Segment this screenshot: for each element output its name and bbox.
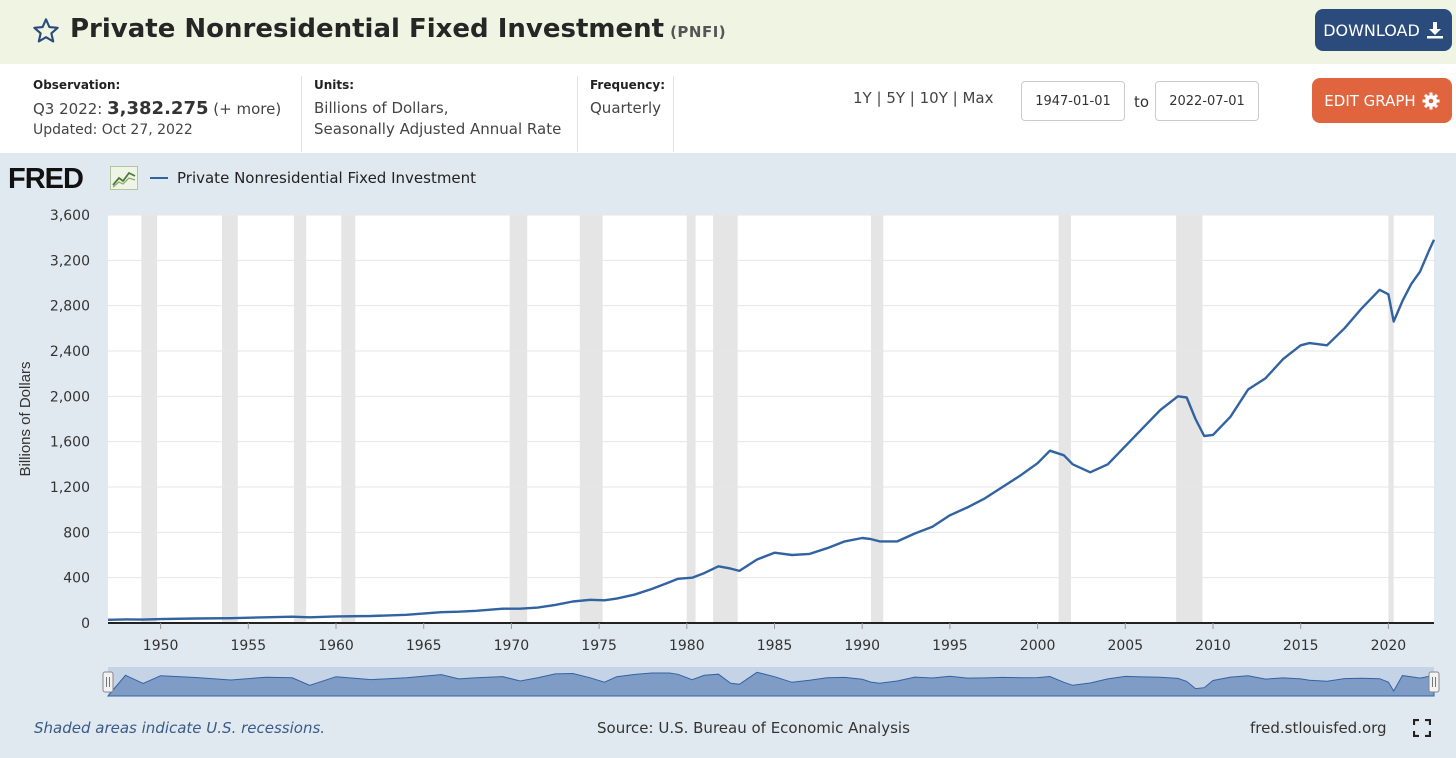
recession-band <box>341 215 356 623</box>
chart-area: FRED Private Nonresidential Fixed Invest… <box>0 153 1456 758</box>
observation-line: Q3 2022: 3,382.275 (+ more) <box>33 98 281 120</box>
x-tick-label: 2015 <box>1283 638 1319 654</box>
fred-logo-text: FRED <box>8 163 84 195</box>
series-info-bar: Observation: Q3 2022: 3,382.275 (+ more)… <box>0 64 1456 153</box>
x-tick-label: 1955 <box>230 638 266 654</box>
y-tick-label: 400 <box>63 571 90 587</box>
range-max-button[interactable]: Max <box>962 89 994 107</box>
range-5y-button[interactable]: 5Y <box>886 89 906 107</box>
recession-note: Shaded areas indicate U.S. recessions. <box>34 719 326 737</box>
recession-band <box>293 215 307 623</box>
frequency-value: Quarterly <box>590 99 661 117</box>
series-id: (PNFI) <box>670 23 727 41</box>
favorite-star-icon[interactable] <box>32 17 60 45</box>
y-tick-label: 3,200 <box>50 253 90 269</box>
x-tick-label: 2005 <box>1107 638 1143 654</box>
x-tick-label: 1980 <box>669 638 705 654</box>
edit-graph-label: EDIT GRAPH <box>1324 91 1416 110</box>
plot-background <box>108 215 1434 623</box>
navigator-right-handle[interactable] <box>1428 671 1440 693</box>
end-date-input[interactable]: 2022-07-01 <box>1155 81 1259 121</box>
recession-band <box>1058 215 1071 623</box>
title-bar: Private Nonresidential Fixed Investment (… <box>0 0 1456 64</box>
more-observations-link[interactable]: (+ more) <box>213 100 282 118</box>
recession-band <box>870 215 884 623</box>
y-tick-label: 2,000 <box>50 389 90 405</box>
page-title: Private Nonresidential Fixed Investment (… <box>70 14 726 44</box>
y-tick-label: 1,600 <box>50 435 90 451</box>
x-tick-label: 1950 <box>143 638 179 654</box>
fred-logo: FRED <box>8 163 84 196</box>
recession-band <box>509 215 528 623</box>
series-title: Private Nonresidential Fixed Investment <box>70 14 665 44</box>
x-tick-label: 1975 <box>581 638 617 654</box>
fred-logo-graph-icon <box>110 166 138 190</box>
start-date-input[interactable]: 1947-01-01 <box>1021 81 1125 121</box>
chart-legend: Private Nonresidential Fixed Investment <box>150 169 476 187</box>
recession-band <box>686 215 696 623</box>
source-note: Source: U.S. Bureau of Economic Analysis <box>597 719 910 737</box>
download-label: DOWNLOAD <box>1323 20 1420 40</box>
recession-band <box>1388 215 1394 623</box>
x-tick-label: 2020 <box>1371 638 1407 654</box>
to-label: to <box>1134 93 1150 111</box>
x-tick-label: 2000 <box>1020 638 1056 654</box>
navigator-left-handle[interactable] <box>102 671 114 693</box>
y-tick-label: 800 <box>63 525 90 541</box>
edit-graph-button[interactable]: EDIT GRAPH <box>1312 78 1452 123</box>
observation-value: 3,382.275 <box>107 98 209 119</box>
fullscreen-icon[interactable] <box>1413 719 1431 737</box>
legend-swatch <box>150 177 168 179</box>
series-line <box>107 239 1436 621</box>
frequency-label: Frequency: <box>590 78 666 92</box>
divider <box>673 76 674 152</box>
recession-band <box>222 215 238 623</box>
recession-band <box>141 215 158 623</box>
y-tick-label: 1,200 <box>50 480 90 496</box>
x-tick-label: 1990 <box>844 638 880 654</box>
recession-band <box>1176 215 1203 623</box>
units-line-2: Seasonally Adjusted Annual Rate <box>314 120 562 138</box>
legend-series-name: Private Nonresidential Fixed Investment <box>177 169 477 187</box>
x-tick-label: 1965 <box>406 638 442 654</box>
download-button[interactable]: DOWNLOAD <box>1315 9 1452 51</box>
range-1y-button[interactable]: 1Y <box>853 89 872 107</box>
recession-band <box>713 215 738 623</box>
x-tick-label: 1970 <box>494 638 530 654</box>
x-tick-label: 2010 <box>1195 638 1231 654</box>
y-tick-label: 2,800 <box>50 299 90 315</box>
gear-icon <box>1422 92 1440 109</box>
observation-label: Observation: <box>33 78 121 92</box>
line-chart: 0 400 800 1,200 1,600 2,000 2,400 2,800 3,200 3,6… <box>17 208 1440 697</box>
fred-site-link[interactable]: fred.stlouisfed.org <box>1250 719 1387 737</box>
units-label: Units: <box>314 78 355 92</box>
range-10y-button[interactable]: 10Y <box>919 89 948 107</box>
y-tick-label: 3,600 <box>50 208 90 224</box>
updated-date: Updated: Oct 27, 2022 <box>33 122 193 138</box>
date-range-shortcuts: 1Y | 5Y | 10Y | Max <box>853 89 994 107</box>
y-tick-label: 0 <box>81 616 90 632</box>
observation-block: Observation: Q3 2022: 3,382.275 (+ more)… <box>33 78 281 141</box>
divider <box>577 76 578 152</box>
y-tick-label: 2,400 <box>50 344 90 360</box>
y-axis-title: Billions of Dollars <box>17 361 34 476</box>
observation-period: Q3 2022: <box>33 100 103 118</box>
units-block: Units: Billions of Dollars, Seasonally A… <box>314 78 561 140</box>
navigator-series-area <box>106 671 1435 697</box>
download-icon <box>1426 22 1443 39</box>
units-line-1: Billions of Dollars, <box>314 99 449 117</box>
x-tick-label: 1985 <box>757 638 793 654</box>
recession-band <box>579 215 603 623</box>
frequency-block: Frequency: Quarterly <box>590 78 665 119</box>
divider <box>301 76 302 152</box>
x-tick-label: 1995 <box>932 638 968 654</box>
x-tick-label: 1960 <box>318 638 354 654</box>
